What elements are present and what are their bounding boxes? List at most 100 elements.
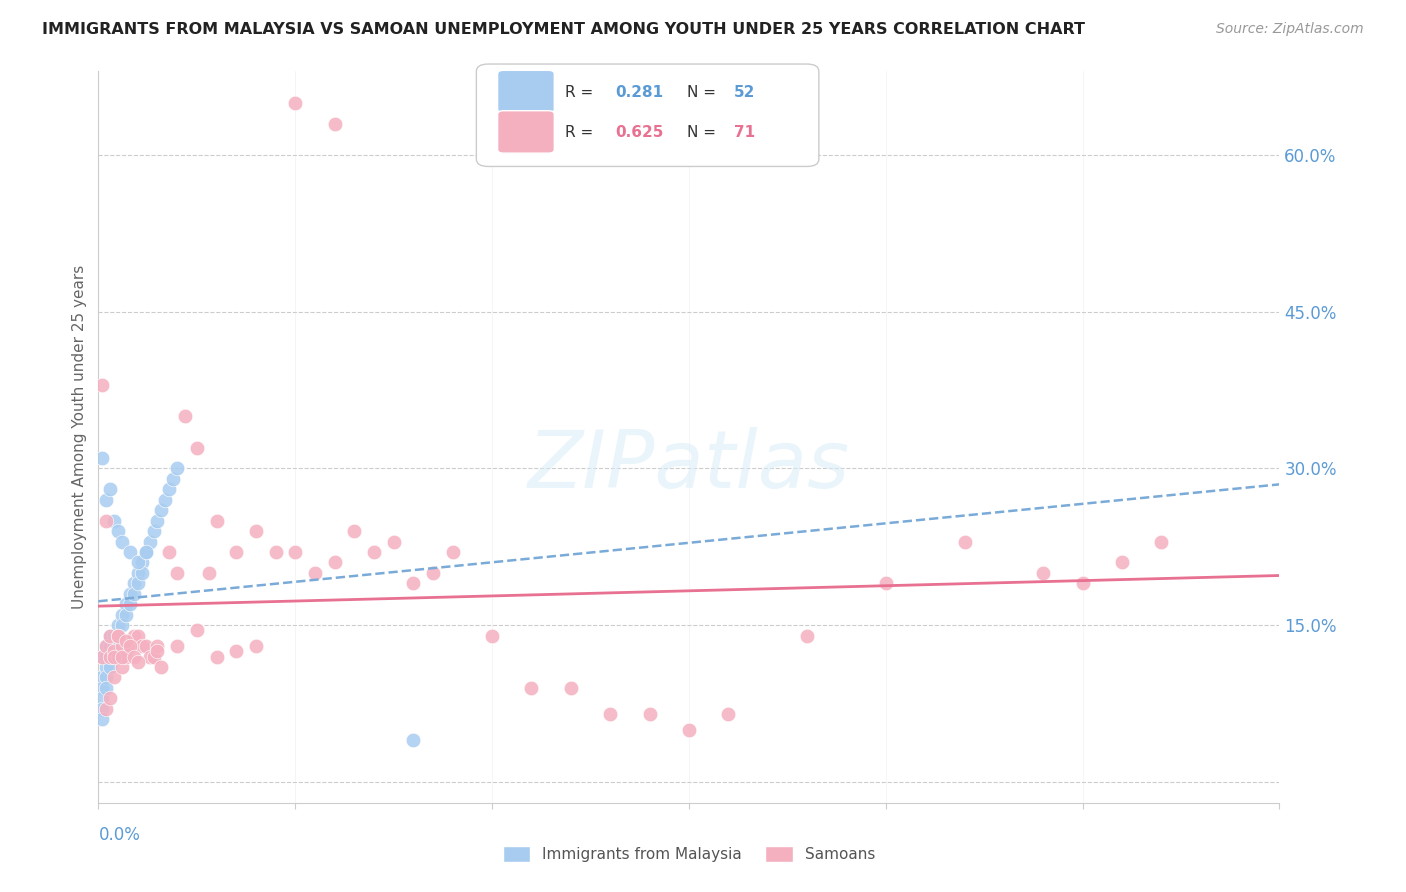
Point	[284, 95, 307, 110]
Point	[91, 450, 114, 465]
Point	[103, 670, 125, 684]
Point	[103, 649, 125, 664]
Text: N =: N =	[686, 125, 720, 140]
Point	[103, 629, 125, 643]
Point	[98, 483, 121, 497]
Point	[796, 629, 818, 643]
Point	[323, 117, 346, 131]
Point	[96, 514, 118, 528]
Point	[122, 629, 145, 643]
Point	[245, 639, 267, 653]
Point	[115, 633, 138, 648]
Text: IMMIGRANTS FROM MALAYSIA VS SAMOAN UNEMPLOYMENT AMONG YOUTH UNDER 25 YEARS CORRE: IMMIGRANTS FROM MALAYSIA VS SAMOAN UNEMP…	[42, 22, 1085, 37]
FancyBboxPatch shape	[477, 64, 818, 167]
Point	[174, 409, 197, 424]
Point	[91, 649, 114, 664]
Point	[122, 587, 145, 601]
Point	[127, 566, 149, 580]
Point	[98, 691, 121, 706]
Point	[186, 624, 208, 638]
Point	[127, 576, 149, 591]
Point	[91, 670, 114, 684]
Point	[264, 545, 287, 559]
Point	[127, 556, 149, 570]
Point	[225, 644, 247, 658]
Point	[225, 545, 247, 559]
Point	[441, 545, 464, 559]
Point	[118, 639, 141, 653]
Point	[638, 706, 661, 721]
Point	[103, 649, 125, 664]
Point	[166, 461, 188, 475]
FancyBboxPatch shape	[498, 111, 554, 153]
Point	[166, 639, 188, 653]
Point	[122, 649, 145, 664]
Text: 0.281: 0.281	[616, 85, 664, 100]
Point	[115, 597, 138, 611]
Point	[205, 514, 228, 528]
Point	[150, 503, 173, 517]
Point	[111, 607, 134, 622]
Point	[127, 655, 149, 669]
Point	[343, 524, 366, 538]
Point	[96, 492, 118, 507]
Point	[98, 660, 121, 674]
Point	[146, 514, 169, 528]
Point	[155, 492, 177, 507]
Point	[111, 649, 134, 664]
Point	[150, 660, 173, 674]
Point	[157, 483, 180, 497]
Text: Source: ZipAtlas.com: Source: ZipAtlas.com	[1216, 22, 1364, 37]
Point	[96, 649, 118, 664]
Point	[402, 733, 425, 747]
Point	[91, 377, 114, 392]
Point	[245, 524, 267, 538]
Point	[678, 723, 700, 737]
Point	[96, 670, 118, 684]
Point	[138, 534, 160, 549]
Point	[560, 681, 582, 695]
Point	[146, 639, 169, 653]
Text: N =: N =	[686, 85, 720, 100]
Point	[98, 639, 121, 653]
Point	[1150, 534, 1173, 549]
Point	[107, 524, 129, 538]
Point	[402, 576, 425, 591]
Y-axis label: Unemployment Among Youth under 25 years: Unemployment Among Youth under 25 years	[72, 265, 87, 609]
Text: 0.625: 0.625	[616, 125, 664, 140]
Point	[115, 607, 138, 622]
Point	[205, 649, 228, 664]
Point	[363, 545, 385, 559]
Point	[520, 681, 543, 695]
Point	[146, 644, 169, 658]
Point	[122, 576, 145, 591]
Point	[96, 639, 118, 653]
Point	[98, 629, 121, 643]
Text: 0.0%: 0.0%	[98, 826, 141, 844]
Point	[107, 629, 129, 643]
Point	[142, 524, 165, 538]
Point	[96, 681, 118, 695]
Point	[138, 649, 160, 664]
Text: 52: 52	[734, 85, 755, 100]
Point	[131, 639, 153, 653]
Point	[107, 649, 129, 664]
Point	[162, 472, 184, 486]
Point	[304, 566, 326, 580]
Point	[1071, 576, 1094, 591]
Point	[111, 534, 134, 549]
Point	[103, 639, 125, 653]
Point	[135, 639, 157, 653]
Point	[107, 618, 129, 632]
Point	[135, 545, 157, 559]
Point	[98, 649, 121, 664]
Point	[875, 576, 897, 591]
Point	[197, 566, 219, 580]
Text: ZIPatlas: ZIPatlas	[527, 427, 851, 506]
Point	[118, 639, 141, 653]
Point	[131, 566, 153, 580]
Point	[96, 639, 118, 653]
Point	[131, 556, 153, 570]
Point	[98, 649, 121, 664]
Point	[118, 545, 141, 559]
